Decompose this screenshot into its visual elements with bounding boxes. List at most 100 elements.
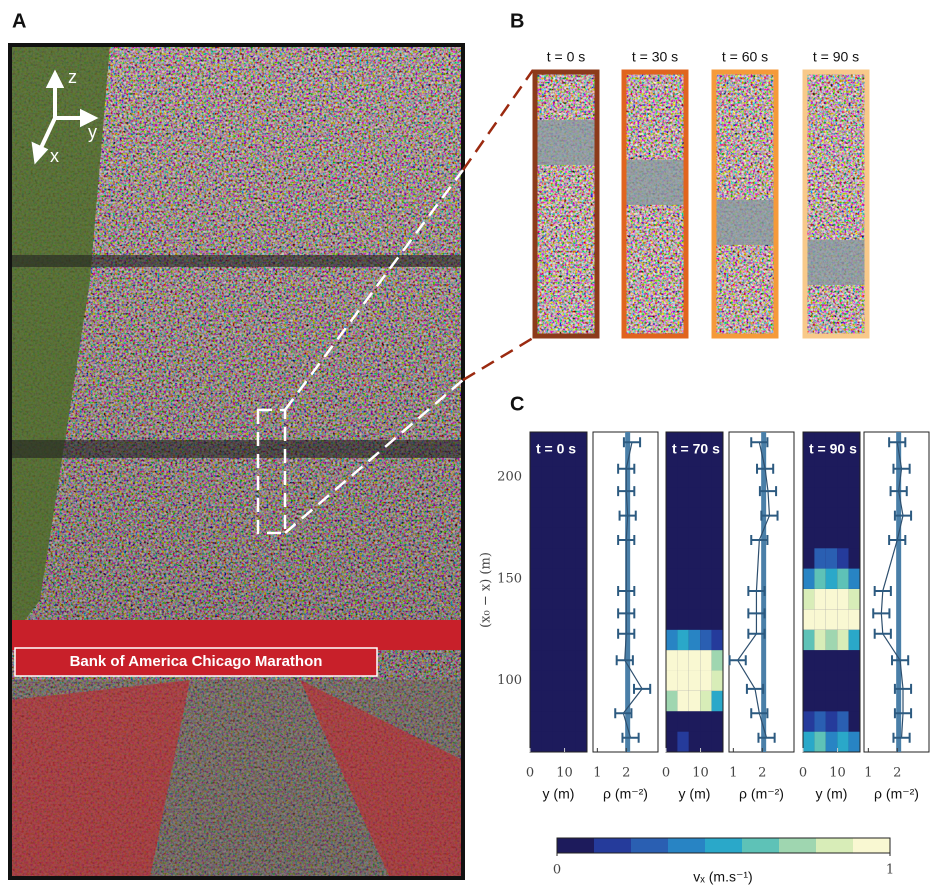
heatmap-cell: [700, 650, 712, 671]
heatmap-cell: [564, 527, 576, 549]
error-bar: [888, 437, 907, 448]
heatmap-cell: [848, 609, 860, 630]
heatmap-cell: [530, 650, 542, 671]
heatmap-cell: [688, 432, 701, 447]
error-bar: [617, 585, 636, 596]
heatmap-cell: [552, 487, 565, 508]
heatmap-cell: [814, 527, 826, 549]
x-axis-label: y (m): [543, 786, 575, 802]
banner-text: Bank of America Chicago Marathon: [70, 653, 323, 670]
heatmap-cell: [575, 487, 587, 508]
heatmap-frame: [802, 431, 861, 753]
error-bar: [622, 437, 642, 448]
heatmap-cell: [803, 690, 815, 712]
heatmap-cell: [541, 731, 553, 752]
heatmap-cell: [848, 731, 860, 752]
heatmap-cell: [666, 690, 678, 712]
heatmap-cell: [711, 609, 723, 630]
x-axis-label: ρ (m⁻²): [739, 786, 784, 802]
frame-band: [625, 160, 685, 205]
heatmap-cell: [711, 466, 723, 488]
heatmap-cell: [848, 432, 860, 447]
x-tick-label: 2: [758, 766, 766, 781]
error-bar: [893, 683, 913, 694]
heatmap-cell: [575, 629, 587, 651]
error-bar: [618, 510, 637, 521]
heatmap-cell: [575, 432, 587, 447]
heatmap-cell: [564, 731, 576, 752]
heatmap-cell: [564, 629, 576, 651]
heatmap-cell: [700, 588, 712, 610]
heatmap-cell: [530, 507, 542, 528]
heatmap-cell: [825, 487, 838, 508]
heatmap-cell: [814, 487, 826, 508]
heatmap-cell: [575, 609, 587, 630]
heatmap-cell: [564, 446, 576, 467]
frame-border: [711, 69, 779, 339]
y-tick-label: 150: [497, 571, 522, 586]
x-tick-label: 1: [593, 766, 601, 781]
x-axis-label: y (m): [679, 786, 711, 802]
heatmap-cell: [814, 548, 826, 569]
heatmap-cell: [700, 711, 712, 732]
heatmap-cell: [848, 507, 860, 528]
heatmap-cell: [688, 690, 701, 712]
frame-band: [715, 200, 775, 245]
colorbar-frame: [556, 837, 891, 854]
colorbar-cell: [816, 838, 854, 853]
error-bar: [747, 628, 766, 639]
heatmap-cell: [564, 711, 576, 732]
heatmap-cell: [530, 711, 542, 732]
heatmap-cell: [552, 568, 565, 589]
heatmap-cell: [677, 432, 689, 447]
heatmap-cell: [700, 731, 712, 752]
heatmap-cell: [803, 568, 815, 589]
heatmap-cell: [711, 527, 723, 549]
frame-photo: [806, 73, 866, 335]
heatmap-cell: [688, 609, 701, 630]
heatmap-cell: [677, 711, 689, 732]
heatmap-cell: [803, 548, 815, 569]
heatmap-cell: [677, 466, 689, 488]
heatmap-cell: [700, 487, 712, 508]
heatmap-cell: [575, 731, 587, 752]
frame-label: t = 60 s: [722, 49, 768, 65]
heatmap-cell: [677, 588, 689, 610]
frame-band: [536, 120, 596, 165]
heatmap-cell: [575, 711, 587, 732]
heatmap-cell: [848, 527, 860, 549]
heatmap-cell: [803, 670, 815, 691]
heatmap-cell: [564, 507, 576, 528]
photo-border: [8, 43, 465, 880]
error-bar: [873, 585, 892, 596]
colorbar-cell: [853, 838, 891, 853]
frame-label: t = 0 s: [547, 49, 586, 65]
heatmap-cell: [530, 466, 542, 488]
heatmap-cell: [825, 670, 838, 691]
heatmap-cell: [530, 568, 542, 589]
heatmap-cell: [825, 711, 838, 732]
heatmap-cell: [711, 670, 723, 691]
error-bar: [892, 463, 911, 474]
heatmap-cell: [541, 507, 553, 528]
heatmap-cell: [666, 466, 678, 488]
profile-line: [622, 442, 643, 738]
heatmap-cell: [837, 548, 849, 569]
heatmap-cell: [825, 731, 838, 752]
heatmap-cell: [848, 466, 860, 488]
heatmap-cell: [666, 731, 678, 752]
heatmap-cell: [837, 609, 849, 630]
heatmap-cell: [814, 629, 826, 651]
heatmap-cell: [837, 527, 849, 549]
frame-label: t = 30 s: [632, 49, 678, 65]
heatmap-cell: [530, 588, 542, 610]
heatmap-frame: [529, 431, 588, 753]
heatmap-cell: [848, 568, 860, 589]
heatmap-cell: [564, 609, 576, 630]
panel-label: C: [510, 393, 524, 415]
heatmap-cell: [825, 507, 838, 528]
error-bar: [750, 708, 769, 719]
heatmap-cell: [814, 670, 826, 691]
heatmap-cell: [825, 527, 838, 549]
heatmap-cell: [677, 487, 689, 508]
